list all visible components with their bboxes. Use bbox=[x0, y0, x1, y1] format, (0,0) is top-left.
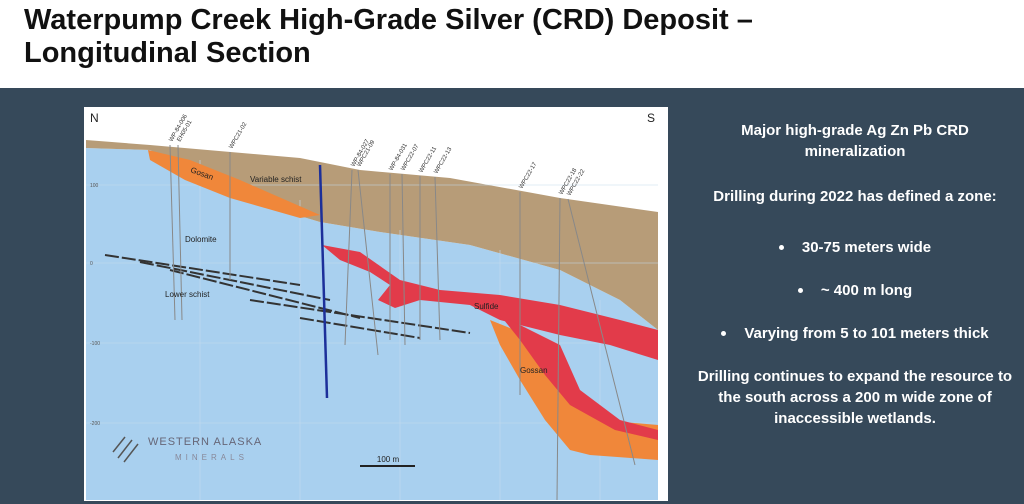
unit-label: Dolomite bbox=[185, 235, 217, 244]
unit-label: Lower schist bbox=[165, 290, 210, 299]
title-line: Longitudinal Section bbox=[24, 37, 311, 69]
bullet-text: ~ 400 m long bbox=[820, 282, 913, 299]
title-line: Waterpump Creek High-Grade Silver (CRD) … bbox=[24, 4, 753, 36]
bullet: Varying from 5 to 101 meters thick bbox=[690, 323, 1020, 344]
compass-label: S bbox=[647, 111, 655, 125]
title: Waterpump Creek High-Grade Silver (CRD) … bbox=[24, 4, 753, 70]
bullet-text: Varying from 5 to 101 meters thick bbox=[744, 325, 989, 342]
sidebar: Major high-grade Ag Zn Pb CRD mineraliza… bbox=[690, 120, 1020, 447]
elevation-label: -200 bbox=[90, 421, 100, 427]
elevation-label: -100 bbox=[90, 341, 100, 347]
elevation-label: 0 bbox=[90, 261, 93, 267]
bullet: ~ 400 m long bbox=[690, 280, 1020, 301]
compass-label: N bbox=[90, 111, 99, 125]
intro: Drilling during 2022 has defined a zone: bbox=[713, 188, 997, 205]
elevation-label: 100 bbox=[90, 183, 99, 189]
heading: Major high-grade Ag Zn Pb CRD mineraliza… bbox=[741, 122, 969, 160]
scale-label: 100 m bbox=[377, 455, 400, 464]
logo-name: WESTERN ALASKA bbox=[148, 436, 262, 448]
logo-sub: MINERALS bbox=[175, 453, 248, 462]
unit-label: Variable schist bbox=[250, 175, 302, 184]
unit-label: Gossan bbox=[520, 366, 548, 375]
closing: Drilling continues to expand the resourc… bbox=[697, 368, 1013, 427]
bullet: 30-75 meters wide bbox=[690, 237, 1020, 258]
bullet-text: 30-75 meters wide bbox=[801, 239, 932, 256]
unit-label: Sulfide bbox=[474, 302, 499, 311]
